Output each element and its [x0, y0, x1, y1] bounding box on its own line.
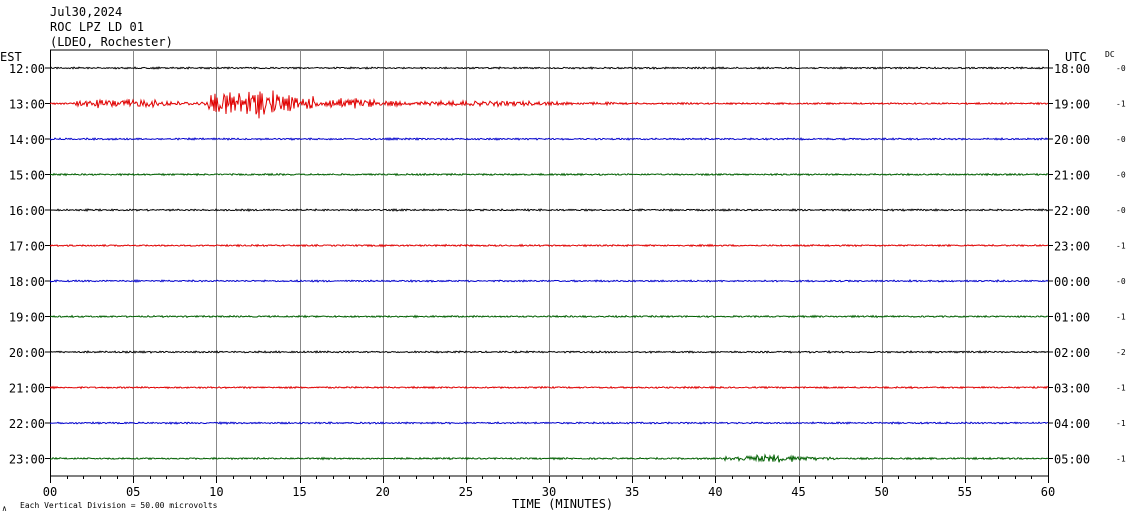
x-axis: 00 05 10 15 20 25 30 35 40 45 50 55 60: [43, 476, 1055, 499]
row-label-est: 21:00: [9, 382, 45, 396]
x-tick-label: 15: [292, 485, 306, 499]
row-label-est: 12:00: [9, 62, 45, 76]
trace-2300: [49, 453, 1049, 463]
row-label-utc: 03:00: [1054, 382, 1090, 396]
trace-1800: [49, 279, 1049, 284]
row-label-utc: 23:00: [1054, 240, 1090, 254]
trace-1600: [49, 208, 1049, 213]
row-label-utc: 05:00: [1054, 453, 1090, 467]
left-axis-label: EST: [0, 50, 22, 64]
x-tick-label: 60: [1041, 485, 1055, 499]
row-label-est: 14:00: [9, 133, 45, 147]
row-label-utc: 21:00: [1054, 169, 1090, 183]
row-label-est: 13:00: [9, 98, 45, 112]
row-label-est: 18:00: [9, 275, 45, 289]
trace-1200: [49, 65, 1049, 70]
x-tick-label: 10: [209, 485, 223, 499]
row-label-dc: -2: [1116, 348, 1126, 357]
row-label-est: 22:00: [9, 417, 45, 431]
footer-mark: ∧: [2, 504, 7, 513]
row-label-dc: -0: [1116, 135, 1126, 144]
row-label-est: 20:00: [9, 346, 45, 360]
x-tick-label: 20: [375, 485, 389, 499]
row-label-dc: -1: [1116, 313, 1126, 322]
row-label-utc: 01:00: [1054, 311, 1090, 325]
x-tick-label: 35: [625, 485, 639, 499]
trace-1300: [49, 90, 1049, 119]
trace-2200: [49, 421, 1049, 425]
row-label-est: 15:00: [9, 169, 45, 183]
row-label-dc: -0: [1116, 171, 1126, 180]
x-tick-label: 25: [459, 485, 473, 499]
row-label-est: 16:00: [9, 204, 45, 218]
grid: [45, 49, 1053, 477]
x-tick-label: 00: [43, 485, 57, 499]
traces: [49, 65, 1049, 463]
row-label-dc: -0: [1116, 64, 1126, 73]
x-tick-label: 40: [708, 485, 722, 499]
trace-1900: [49, 314, 1049, 319]
trace-1400: [49, 136, 1049, 141]
row-labels: 12:00 18:00 -0 13:00 19:00 -1 14:00 20:00 -0 15:0…: [9, 62, 1126, 467]
row-label-est: 19:00: [9, 311, 45, 325]
trace-1500: [49, 172, 1049, 177]
row-label-dc: -1: [1116, 384, 1126, 393]
row-label-utc: 02:00: [1054, 346, 1090, 360]
x-tick-label: 50: [874, 485, 888, 499]
row-label-dc: -0: [1116, 206, 1126, 215]
row-label-utc: 22:00: [1054, 204, 1090, 218]
trace-1700: [49, 243, 1049, 248]
row-label-dc: -0: [1116, 277, 1126, 286]
row-label-utc: 18:00: [1054, 62, 1090, 76]
row-label-utc: 04:00: [1054, 417, 1090, 431]
x-tick-label: 55: [958, 485, 972, 499]
row-label-utc: 19:00: [1054, 98, 1090, 112]
x-tick-label: 05: [126, 485, 140, 499]
row-label-utc: 00:00: [1054, 275, 1090, 289]
trace-2000: [49, 350, 1049, 354]
row-label-dc: -1: [1116, 455, 1126, 464]
x-tick-label: 30: [542, 485, 556, 499]
row-label-est: 17:00: [9, 240, 45, 254]
row-label-est: 23:00: [9, 453, 45, 467]
header-date: Jul30,2024: [50, 5, 122, 19]
x-tick-label: 45: [791, 485, 805, 499]
row-label-utc: 20:00: [1054, 133, 1090, 147]
row-label-dc: -1: [1116, 419, 1126, 428]
x-axis-label: TIME (MINUTES): [512, 497, 613, 511]
dc-label: DC: [1105, 50, 1115, 59]
header-station: ROC LPZ LD 01: [50, 20, 144, 34]
row-label-dc: -1: [1116, 100, 1126, 109]
right-axis-label: UTC: [1065, 50, 1087, 64]
trace-2100: [49, 385, 1049, 390]
row-label-dc: -1: [1116, 242, 1126, 251]
header-network: (LDEO, Rochester): [50, 35, 173, 49]
footer-note: Each Vertical Division = 50.00 microvolt…: [20, 501, 218, 510]
